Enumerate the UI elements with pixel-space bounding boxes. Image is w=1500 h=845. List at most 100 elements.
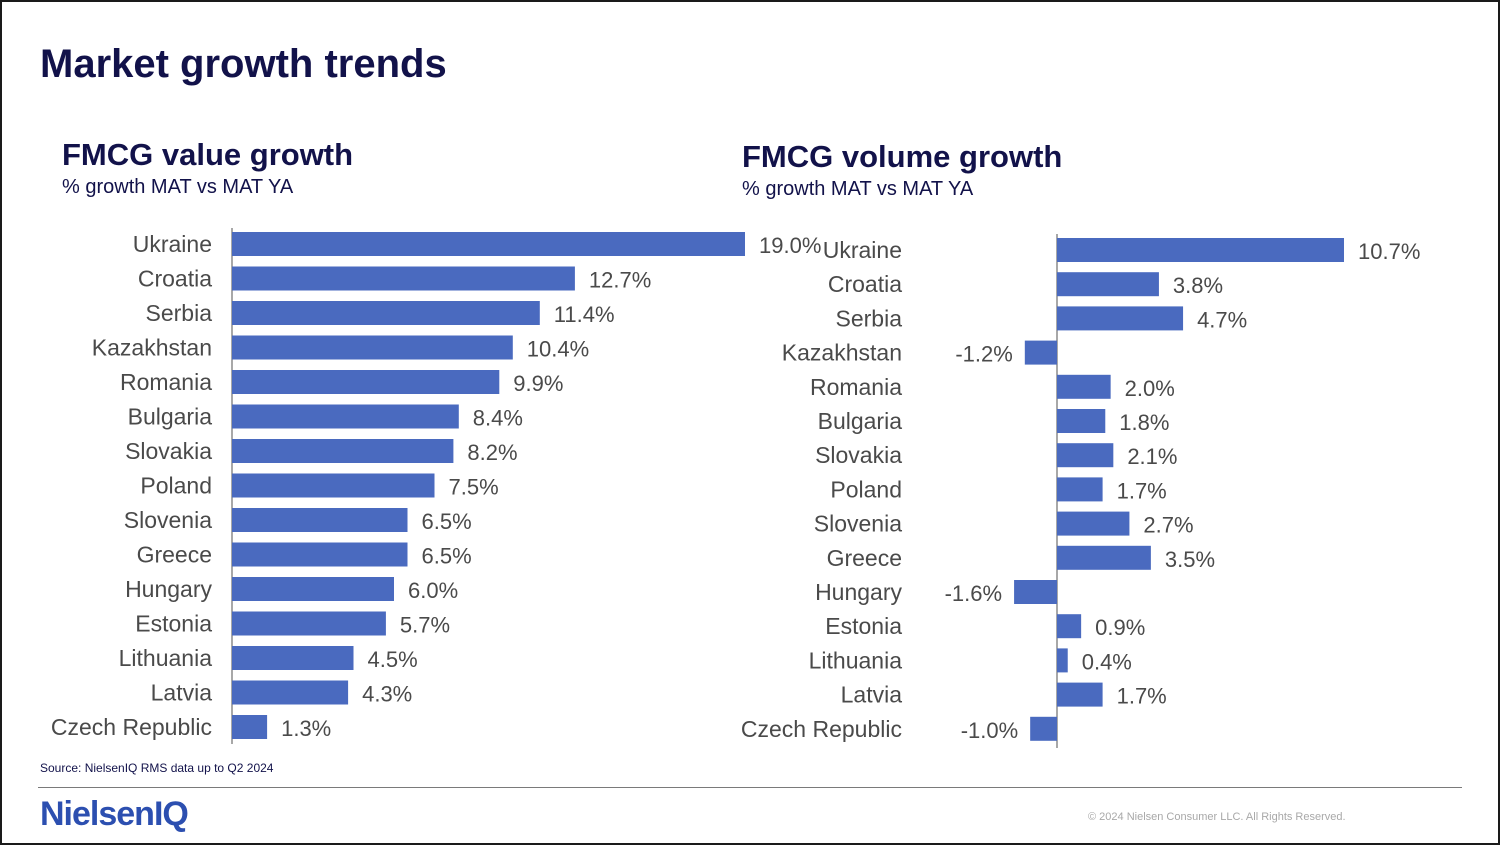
bar-slovenia xyxy=(1057,511,1130,536)
bar-greece xyxy=(1057,545,1151,570)
category-label: Greece xyxy=(827,545,902,571)
bar-serbia xyxy=(1057,306,1184,331)
value-label: 2.0% xyxy=(1125,376,1175,401)
value-label: 6.5% xyxy=(422,509,472,534)
value-label: 4.7% xyxy=(1197,307,1247,332)
value-label: 7.5% xyxy=(449,475,499,500)
value-label: 1.7% xyxy=(1117,684,1167,709)
bar-hungary xyxy=(232,577,394,601)
bar-serbia xyxy=(232,301,540,325)
volume-chart-title: FMCG volume growth xyxy=(742,139,1063,174)
bar-ukraine xyxy=(1057,238,1344,262)
bar-slovakia xyxy=(1057,443,1114,468)
category-label: Romania xyxy=(120,369,212,395)
value-label: 9.9% xyxy=(513,371,563,396)
category-label: Romania xyxy=(810,374,902,400)
value-label: 10.7% xyxy=(1358,239,1420,264)
value-label: 10.4% xyxy=(527,337,589,362)
bar-poland xyxy=(232,473,435,498)
bar-slovakia xyxy=(232,439,454,463)
footer-divider xyxy=(38,787,1462,788)
bar-hungary xyxy=(1014,580,1057,604)
bar-lithuania xyxy=(1057,648,1068,673)
volume-growth-chart: Ukraine 10.7% Croatia 3.8% Serbia 4.7% Kazakhs… xyxy=(741,234,1420,748)
value-label: 8.2% xyxy=(467,440,517,465)
value-label: 0.9% xyxy=(1095,615,1145,640)
bar-slovenia xyxy=(232,508,408,532)
category-label: Serbia xyxy=(836,305,903,331)
category-label: Kazakhstan xyxy=(782,340,902,366)
value-label: -1.2% xyxy=(955,342,1012,367)
value-label: 1.7% xyxy=(1117,478,1167,503)
value-label: 4.3% xyxy=(362,682,412,707)
category-label: Ukraine xyxy=(133,231,212,257)
category-label: Ukraine xyxy=(823,237,902,263)
category-label: Poland xyxy=(140,473,212,499)
category-label: Bulgaria xyxy=(128,404,213,430)
value-label: 11.4% xyxy=(554,302,615,327)
volume-chart-subtitle: % growth MAT vs MAT YA xyxy=(742,178,974,200)
value-label: 19.0% xyxy=(759,233,821,258)
value-chart-title: FMCG value growth xyxy=(62,137,354,172)
bar-poland xyxy=(1057,477,1103,502)
source-note: Source: NielsenIQ RMS data up to Q2 2024 xyxy=(40,761,274,775)
category-label: Croatia xyxy=(828,271,902,297)
value-label: 4.5% xyxy=(368,647,418,672)
category-label: Estonia xyxy=(825,613,902,639)
category-label: Serbia xyxy=(146,300,213,326)
bar-kazakhstan xyxy=(232,335,513,360)
bar-romania xyxy=(1057,374,1111,399)
bar-croatia xyxy=(1057,272,1159,297)
value-label: 3.8% xyxy=(1173,273,1223,298)
copyright-notice: © 2024 Nielsen Consumer LLC. All Rights … xyxy=(1088,811,1346,823)
value-label: 2.1% xyxy=(1127,444,1177,469)
bar-czech-republic xyxy=(1030,716,1057,741)
bar-kazakhstan xyxy=(1024,340,1057,365)
value-label: 1.8% xyxy=(1119,410,1169,435)
value-label: 0.4% xyxy=(1082,649,1132,674)
bar-estonia xyxy=(232,611,386,636)
category-label: Hungary xyxy=(815,579,902,605)
page-title: Market growth trends xyxy=(40,42,447,86)
category-label: Greece xyxy=(137,542,212,568)
bar-estonia xyxy=(1057,614,1082,639)
value-label: 1.3% xyxy=(281,716,331,741)
bar-latvia xyxy=(1057,682,1103,707)
bar-ukraine xyxy=(232,232,745,256)
value-label: 2.7% xyxy=(1143,513,1193,538)
category-label: Czech Republic xyxy=(741,716,902,742)
category-label: Latvia xyxy=(151,680,213,706)
bar-lithuania xyxy=(232,646,354,670)
bar-croatia xyxy=(232,266,575,291)
value-label: 3.5% xyxy=(1165,547,1215,572)
category-label: Estonia xyxy=(135,611,212,637)
category-label: Slovakia xyxy=(815,442,902,468)
value-label: -1.6% xyxy=(945,581,1002,606)
category-label: Bulgaria xyxy=(818,408,903,434)
bar-bulgaria xyxy=(1057,409,1106,433)
category-label: Czech Republic xyxy=(51,714,212,740)
category-label: Latvia xyxy=(841,682,903,708)
category-label: Croatia xyxy=(138,266,212,292)
bar-bulgaria xyxy=(232,404,459,429)
value-chart-subtitle: % growth MAT vs MAT YA xyxy=(62,176,294,198)
bar-greece xyxy=(232,542,408,567)
value-growth-chart: Ukraine 19.0% Croatia 12.7% Serbia 11.4% Kazak… xyxy=(51,228,821,744)
category-label: Slovenia xyxy=(814,511,902,537)
category-label: Hungary xyxy=(125,576,212,602)
category-label: Poland xyxy=(830,476,902,502)
value-label: -1.0% xyxy=(961,718,1018,743)
category-label: Lithuania xyxy=(119,645,213,671)
category-label: Slovenia xyxy=(124,507,212,533)
category-label: Slovakia xyxy=(125,438,212,464)
nielseniq-logo: NielsenIQ xyxy=(40,795,189,833)
bar-czech-republic xyxy=(232,715,268,739)
category-label: Kazakhstan xyxy=(92,335,212,361)
category-label: Lithuania xyxy=(809,647,903,673)
bar-romania xyxy=(232,370,500,394)
value-label: 6.0% xyxy=(408,578,458,603)
value-label: 12.7% xyxy=(589,268,651,293)
value-label: 6.5% xyxy=(422,544,472,569)
value-label: 5.7% xyxy=(400,613,450,638)
